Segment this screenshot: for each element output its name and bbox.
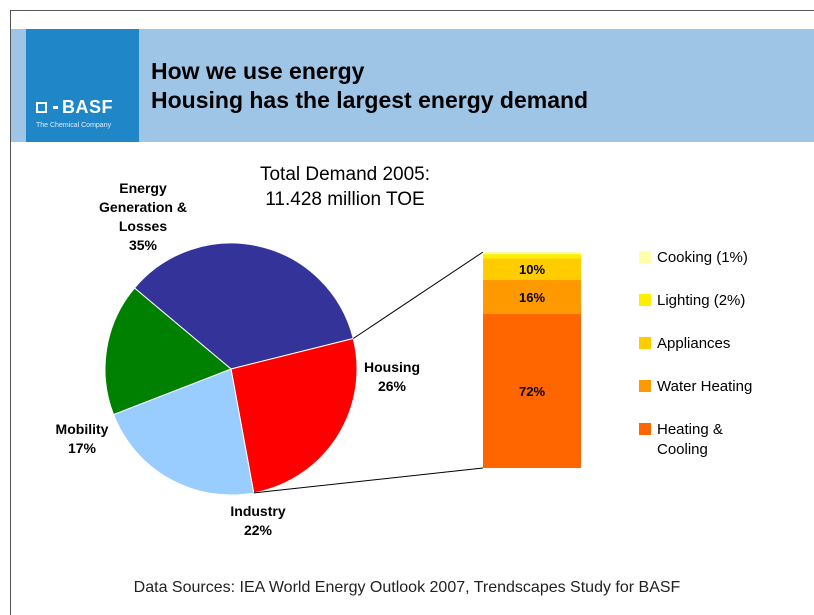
pie-slice-label: Industry 22% xyxy=(230,503,285,538)
slide-title: How we use energy Housing has the larges… xyxy=(151,57,588,115)
legend-label: Appliances xyxy=(657,335,730,352)
bar-segment-label: 10% xyxy=(519,262,545,277)
logo-text: BASF xyxy=(62,97,113,117)
legend-swatch xyxy=(639,251,651,263)
slide-frame xyxy=(10,10,814,615)
legend-label: Lighting (2%) xyxy=(657,292,745,309)
legend-label: Cooking (1%) xyxy=(657,249,748,266)
bar-segment xyxy=(483,314,581,468)
logo-square-icon xyxy=(36,102,47,113)
bar-segment-label: 16% xyxy=(519,290,545,305)
logo-dash-icon xyxy=(53,106,58,109)
bar-segment-label: 72% xyxy=(519,384,545,399)
logo-tagline: The Chemical Company xyxy=(36,122,112,129)
basf-logo-mark: BASF xyxy=(36,97,113,118)
legend-swatch xyxy=(639,294,651,306)
connector-line xyxy=(352,251,484,339)
connector-line xyxy=(253,467,484,494)
data-sources-footer: Data Sources: IEA World Energy Outlook 2… xyxy=(133,579,681,596)
legend-label: Heating & Cooling xyxy=(657,421,723,458)
pie-slice xyxy=(133,242,354,370)
bar-segment xyxy=(483,258,581,280)
title-line-1: How we use energy xyxy=(151,58,365,84)
pie-title: Total Demand 2005: 11.428 million TOE xyxy=(260,164,430,210)
pie-slice-label: Housing 26% xyxy=(364,359,420,394)
pie-slice xyxy=(112,368,255,496)
legend-swatch xyxy=(639,423,651,435)
pie-slice xyxy=(104,287,232,416)
header-bar xyxy=(11,29,814,142)
legend-swatch xyxy=(639,337,651,349)
pie-slice-label: Mobility 17% xyxy=(56,421,109,456)
basf-logo xyxy=(26,29,139,142)
bar-segment xyxy=(483,254,581,259)
legend-label: Water Heating xyxy=(657,378,752,395)
bar-segment xyxy=(483,279,581,315)
bar-segment xyxy=(483,252,581,255)
title-line-2: Housing has the largest energy demand xyxy=(151,87,589,113)
legend-swatch xyxy=(639,380,651,392)
pie-slice xyxy=(230,337,358,494)
pie-slice-label: Energy Generation & Losses 35% xyxy=(99,180,187,253)
